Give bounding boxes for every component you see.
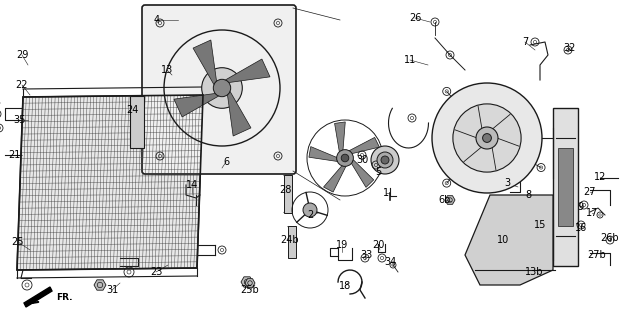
Text: 30: 30 <box>356 155 368 165</box>
Polygon shape <box>445 196 455 204</box>
Bar <box>130 96 144 148</box>
Text: 27: 27 <box>584 187 596 197</box>
Text: 32: 32 <box>564 43 576 53</box>
Text: 21: 21 <box>8 150 20 160</box>
Text: 17: 17 <box>586 208 598 218</box>
Circle shape <box>432 83 542 193</box>
Text: 27b: 27b <box>588 250 607 260</box>
Text: 10: 10 <box>497 235 509 245</box>
Text: 26b: 26b <box>601 233 619 243</box>
Bar <box>288 226 296 258</box>
Text: 16: 16 <box>575 223 587 233</box>
Polygon shape <box>225 59 270 83</box>
Polygon shape <box>349 137 379 154</box>
Polygon shape <box>513 268 523 276</box>
Text: 2: 2 <box>307 210 313 220</box>
Text: 12: 12 <box>594 172 606 182</box>
Circle shape <box>377 152 393 168</box>
Polygon shape <box>193 40 217 85</box>
Text: 15: 15 <box>534 220 546 230</box>
Polygon shape <box>24 287 52 307</box>
Text: 25b: 25b <box>240 285 259 295</box>
Text: 35: 35 <box>14 115 26 125</box>
Circle shape <box>341 154 349 162</box>
Text: 18: 18 <box>339 281 351 291</box>
Text: 4: 4 <box>154 15 160 25</box>
Polygon shape <box>245 279 255 287</box>
Circle shape <box>202 68 242 108</box>
Text: 5: 5 <box>375 167 381 177</box>
Text: 29: 29 <box>16 50 28 60</box>
Text: 14: 14 <box>186 180 198 190</box>
Bar <box>558 148 573 226</box>
Polygon shape <box>17 95 203 270</box>
Circle shape <box>303 203 317 217</box>
Text: FR.: FR. <box>56 293 73 302</box>
Polygon shape <box>241 277 253 287</box>
Text: 19: 19 <box>336 240 348 250</box>
Polygon shape <box>212 157 224 167</box>
Polygon shape <box>309 147 337 162</box>
Text: 11: 11 <box>404 55 416 65</box>
Text: 13b: 13b <box>525 267 543 277</box>
Text: 8: 8 <box>525 190 531 200</box>
Circle shape <box>337 150 353 166</box>
Text: 1: 1 <box>383 188 389 198</box>
Text: 26: 26 <box>409 13 421 23</box>
Polygon shape <box>174 93 218 117</box>
Circle shape <box>213 79 231 97</box>
Polygon shape <box>351 160 374 188</box>
Text: 23: 23 <box>150 267 162 277</box>
Polygon shape <box>94 280 106 290</box>
Circle shape <box>453 104 521 172</box>
Text: 6b: 6b <box>439 195 451 205</box>
Text: 34: 34 <box>384 257 396 267</box>
Text: 9: 9 <box>577 202 583 212</box>
Polygon shape <box>227 91 251 136</box>
Circle shape <box>371 146 399 174</box>
Text: 6: 6 <box>223 157 229 167</box>
Text: 20: 20 <box>372 240 384 250</box>
Bar <box>553 108 578 266</box>
Text: 7: 7 <box>522 37 528 47</box>
Circle shape <box>381 156 389 164</box>
Text: 28: 28 <box>279 185 291 195</box>
Text: 24b: 24b <box>280 235 299 245</box>
Circle shape <box>483 134 491 142</box>
Circle shape <box>476 127 498 149</box>
Polygon shape <box>324 166 346 192</box>
FancyBboxPatch shape <box>142 5 296 174</box>
Text: 31: 31 <box>106 285 118 295</box>
Bar <box>284 175 292 213</box>
Polygon shape <box>465 195 553 285</box>
Text: 3: 3 <box>504 178 510 188</box>
Text: 25: 25 <box>12 237 24 247</box>
Polygon shape <box>334 122 346 152</box>
Text: 22: 22 <box>16 80 28 90</box>
Polygon shape <box>162 68 172 76</box>
Text: 33: 33 <box>360 250 372 260</box>
Text: 13: 13 <box>161 65 173 75</box>
Text: 24: 24 <box>126 105 138 115</box>
